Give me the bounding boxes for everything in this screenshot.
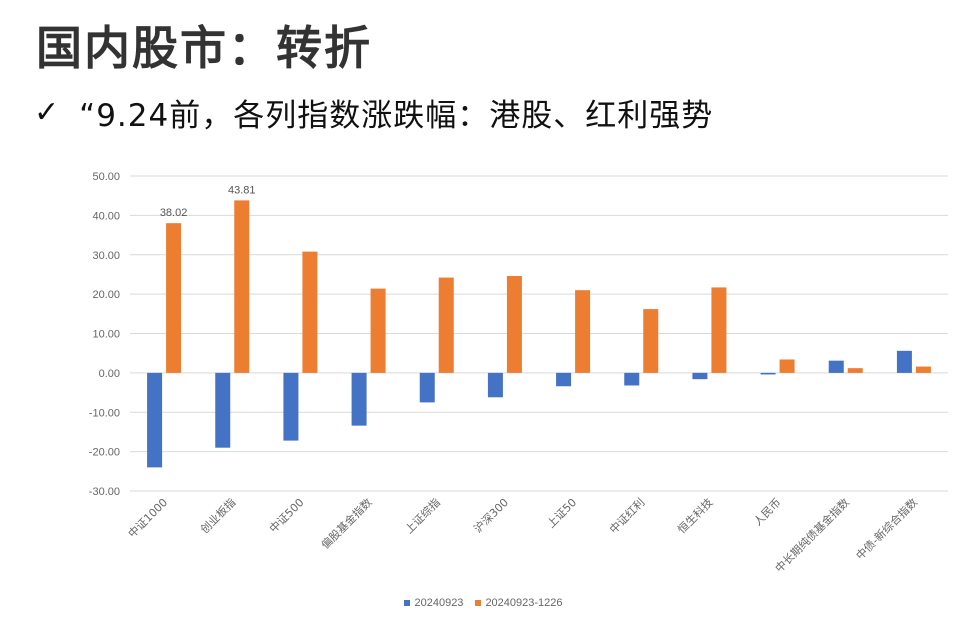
x-category-label: 人民币: [751, 496, 784, 529]
y-tick-label: 20.00: [92, 289, 120, 301]
data-label: 43.81: [228, 184, 256, 196]
bar-series-1: [624, 372, 640, 386]
bar-series-1: [215, 372, 231, 448]
x-category-label: 沪深300: [471, 495, 511, 535]
y-tick-label: 10.00: [92, 329, 120, 341]
x-category-label: 中证红利: [607, 496, 647, 536]
bar-series-1: [147, 372, 163, 468]
bar-series-1: [283, 372, 299, 441]
bar-series-2: [370, 288, 386, 373]
subtitle-row: ✓ “9.24前，各列指数涨跌幅：港股、红利强势: [34, 90, 713, 135]
x-category-label: 上证50: [545, 496, 580, 531]
chart-legend: 20240923 20240923-1226: [0, 597, 967, 609]
bar-series-2: [643, 309, 659, 373]
page-title: 国内股市：转折: [36, 21, 372, 75]
legend-swatch-series-1: [404, 600, 411, 606]
y-tick-label: 0.00: [99, 368, 120, 380]
y-tick-label: 50.00: [92, 171, 120, 183]
bar-series-2: [915, 366, 931, 373]
bar-series-1: [692, 372, 708, 380]
y-tick-label: -30.00: [89, 486, 120, 498]
x-category-label: 偏股基金指数: [318, 495, 375, 552]
bar-series-2: [506, 276, 522, 373]
legend-swatch-series-2: [475, 600, 482, 606]
bar-series-2: [302, 251, 318, 373]
x-category-label: 创业板指: [197, 495, 238, 536]
bar-series-1: [487, 372, 503, 398]
bar-series-2: [166, 223, 182, 373]
x-category-label: 中证500: [267, 496, 307, 536]
y-tick-label: 30.00: [92, 250, 120, 262]
x-category-label: 中证1000: [126, 496, 171, 541]
legend-label-series-1: 20240923: [414, 597, 464, 609]
bar-series-1: [351, 372, 367, 426]
bar-series-2: [779, 359, 795, 373]
bar-series-2: [575, 290, 591, 373]
bar-series-1: [760, 372, 776, 375]
bar-series-2: [711, 287, 727, 373]
bar-series-1: [828, 360, 844, 373]
bar-series-1: [896, 350, 912, 373]
x-category-label: 恒生科技: [675, 495, 716, 536]
checkmark-icon: ✓: [34, 95, 60, 130]
x-category-label: 上证综指: [402, 495, 443, 536]
legend-label-series-2: 20240923-1226: [485, 597, 563, 609]
y-tick-label: 40.00: [92, 210, 120, 222]
x-category-label: 中债-新综合指数: [853, 495, 920, 562]
legend-item-series-2: 20240923-1226: [475, 597, 563, 609]
legend-item-series-1: 20240923: [404, 597, 463, 609]
bar-series-2: [847, 368, 863, 373]
y-tick-label: -10.00: [89, 407, 120, 419]
bar-series-2: [438, 277, 454, 373]
x-category-label: 中长期纯债基金指数: [772, 495, 852, 575]
data-label: 38.02: [160, 207, 188, 219]
bar-series-1: [556, 372, 572, 387]
y-tick-label: -20.00: [89, 447, 120, 459]
subtitle: “9.24前，各列指数涨跌幅：港股、红利强势: [79, 98, 714, 134]
bar-series-2: [234, 200, 250, 373]
bar-series-1: [419, 372, 435, 403]
